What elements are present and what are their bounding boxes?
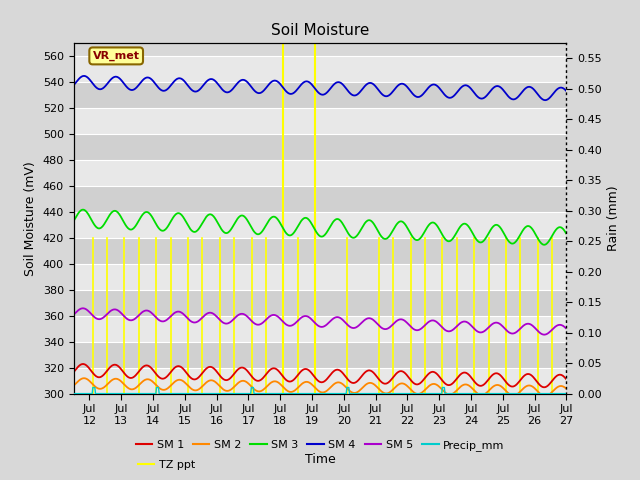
Bar <box>74 134 566 160</box>
Y-axis label: Soil Moisture (mV): Soil Moisture (mV) <box>24 161 37 276</box>
Text: VR_met: VR_met <box>93 51 140 61</box>
Legend: TZ ppt: TZ ppt <box>133 456 200 474</box>
Y-axis label: Rain (mm): Rain (mm) <box>607 186 620 251</box>
Bar <box>74 238 566 264</box>
Bar <box>74 316 566 342</box>
Title: Soil Moisture: Soil Moisture <box>271 23 369 38</box>
Bar <box>74 186 566 212</box>
Bar <box>74 160 566 186</box>
Bar <box>74 264 566 290</box>
Bar <box>74 290 566 316</box>
X-axis label: Time: Time <box>305 454 335 467</box>
Bar <box>74 212 566 238</box>
Bar <box>74 342 566 368</box>
Bar <box>74 368 566 394</box>
Legend: SM 1, SM 2, SM 3, SM 4, SM 5, Precip_mm: SM 1, SM 2, SM 3, SM 4, SM 5, Precip_mm <box>131 435 509 455</box>
Bar <box>74 56 566 82</box>
Bar <box>74 108 566 134</box>
Bar <box>74 82 566 108</box>
